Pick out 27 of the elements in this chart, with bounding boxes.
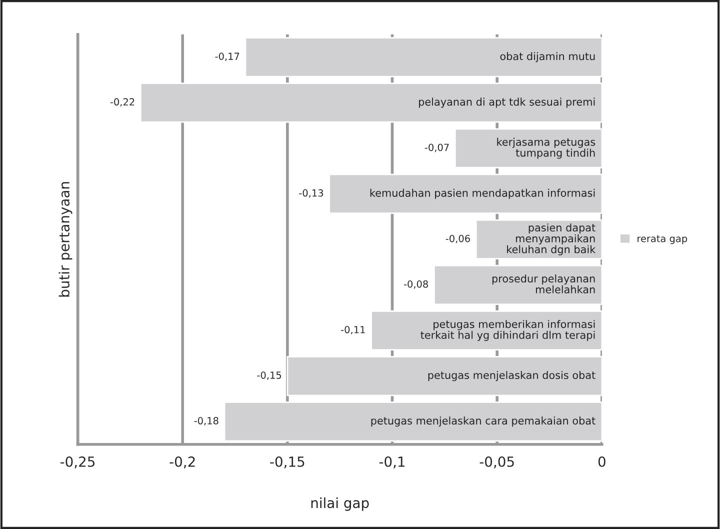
x-tick-label: -0,1 bbox=[379, 456, 405, 468]
data-label: -0,18 bbox=[194, 417, 218, 426]
x-tick-label: -0,15 bbox=[270, 456, 304, 468]
y-tick-label: pasien dapat menyampaikan keluhan dgn baik bbox=[507, 223, 596, 256]
y-tick-label: kemudahan pasien mendapatkan informasi bbox=[370, 188, 595, 199]
legend-label: rerata gap bbox=[638, 235, 688, 244]
y-axis-title: butir pertanyaan bbox=[58, 182, 72, 297]
y-tick-label: petugas menjelaskan dosis obat bbox=[428, 370, 596, 382]
data-label: -0,22 bbox=[110, 98, 134, 107]
x-axis-title: nilai gap bbox=[311, 497, 369, 511]
x-tick-label: -0,25 bbox=[60, 456, 95, 468]
data-label: -0,07 bbox=[424, 144, 449, 152]
data-label: -0,08 bbox=[404, 280, 428, 289]
x-tick-label: 0 bbox=[598, 456, 606, 467]
x-tick-label: -0,2 bbox=[170, 456, 195, 468]
y-tick-label: petugas memberikan informasi terkait hal yg dihindari dlm terapi bbox=[420, 320, 595, 341]
y-tick-label: obat dijamin mutu bbox=[500, 52, 595, 62]
y-tick-label: prosedur pelayanan melelahkan bbox=[492, 274, 595, 294]
data-label: -0,17 bbox=[215, 52, 240, 61]
y-tick-label: pelayanan di apt tdk sesuai premi bbox=[419, 98, 595, 108]
data-label: -0,15 bbox=[257, 372, 282, 380]
data-label: -0,11 bbox=[341, 326, 365, 334]
y-tick-label: petugas menjelaskan cara pemakaian obat bbox=[371, 416, 596, 427]
y-tick-label: kerjasama petugas tumpang tindih bbox=[497, 138, 596, 159]
data-label: -0,13 bbox=[299, 189, 324, 198]
data-label: -0,06 bbox=[446, 234, 470, 244]
x-tick-label: -0,05 bbox=[480, 456, 514, 468]
